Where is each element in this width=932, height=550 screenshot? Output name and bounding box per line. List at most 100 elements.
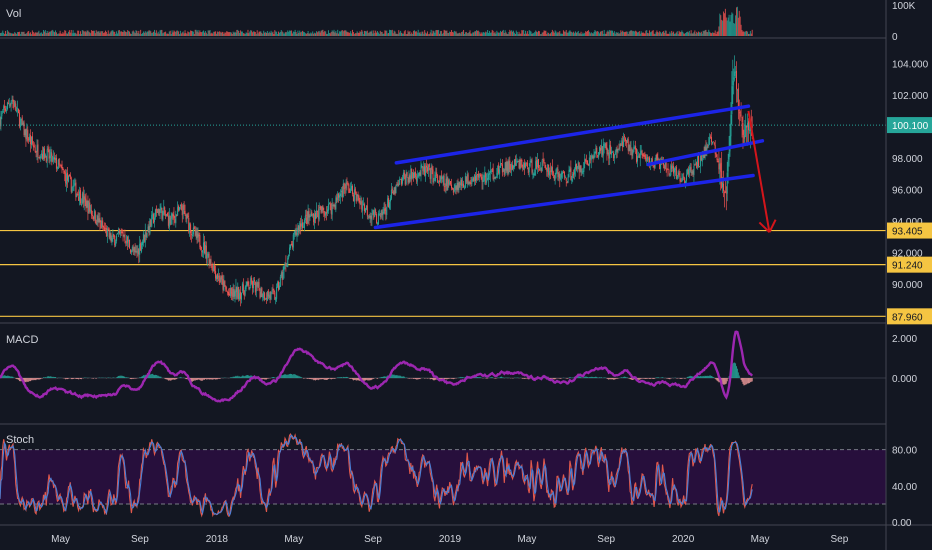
macd-panel[interactable] xyxy=(0,330,886,403)
macd-histogram-bar xyxy=(243,376,245,378)
volume-bar xyxy=(446,30,448,36)
macd-histogram-bar xyxy=(203,378,205,380)
last-price-tag[interactable]: 100.100 xyxy=(887,117,932,134)
volume-bar xyxy=(337,29,339,36)
volume-bar xyxy=(403,31,405,36)
price-candle xyxy=(143,234,145,243)
volume-bar xyxy=(307,31,309,36)
macd-histogram-bar xyxy=(667,378,669,379)
macd-histogram-bar xyxy=(391,374,393,378)
volume-bar xyxy=(128,30,130,36)
volume-bar xyxy=(155,30,157,36)
stoch-panel[interactable] xyxy=(0,433,886,518)
price-candle xyxy=(304,209,306,224)
price-candle xyxy=(553,174,555,182)
volume-bar xyxy=(689,33,691,36)
macd-histogram-bar xyxy=(615,378,617,379)
price-candle xyxy=(484,166,486,185)
price-candle xyxy=(574,160,576,177)
price-candle xyxy=(141,241,143,254)
price-candle xyxy=(580,165,582,177)
volume-bar xyxy=(245,32,247,36)
macd-histogram-bar xyxy=(699,376,701,378)
volume-bar xyxy=(62,32,64,36)
volume-bar xyxy=(569,30,571,36)
price-candle xyxy=(340,187,342,198)
level-price-tag[interactable]: 87.960 xyxy=(887,308,932,325)
volume-bar xyxy=(748,33,750,36)
price-candle xyxy=(297,223,299,237)
volume-bar xyxy=(418,33,420,36)
macd-histogram-bar xyxy=(241,375,243,378)
trend-channel-line[interactable] xyxy=(373,173,755,230)
price-candle xyxy=(99,212,101,231)
macd-histogram-bar xyxy=(236,376,238,378)
macd-histogram-bar xyxy=(200,378,202,381)
macd-histogram-bar xyxy=(117,376,119,378)
price-candle xyxy=(205,241,207,264)
macd-histogram-bar xyxy=(442,378,444,379)
volume-bar xyxy=(407,30,409,36)
forecast-arrow[interactable] xyxy=(747,110,777,233)
volume-bar xyxy=(426,31,428,36)
macd-histogram-bar xyxy=(394,375,396,378)
volume-bar xyxy=(461,31,463,36)
volume-panel[interactable] xyxy=(0,6,753,37)
macd-histogram-bar xyxy=(191,378,193,382)
volume-bar xyxy=(122,32,124,36)
volume-bar xyxy=(650,31,652,36)
price-candle xyxy=(471,176,473,187)
volume-bar xyxy=(525,30,527,36)
macd-histogram-bar xyxy=(583,377,585,378)
volume-bar xyxy=(562,33,564,36)
macd-histogram-bar xyxy=(298,376,300,378)
price-candle xyxy=(290,244,292,250)
volume-bar xyxy=(380,31,382,36)
volume-bar xyxy=(619,33,621,36)
price-candle xyxy=(514,155,516,167)
volume-bar xyxy=(302,31,304,36)
level-price-tag[interactable]: 93.405 xyxy=(887,222,932,239)
volume-bar xyxy=(104,30,106,36)
volume-bar xyxy=(556,33,558,36)
price-candle xyxy=(444,183,446,193)
price-candle xyxy=(667,163,669,170)
price-panel[interactable] xyxy=(0,55,886,317)
volume-bar xyxy=(288,31,290,36)
macd-histogram-bar xyxy=(40,378,42,380)
volume-bar xyxy=(666,33,668,36)
trend-channel-line[interactable] xyxy=(394,104,751,165)
trend-channel-line[interactable] xyxy=(646,139,765,167)
macd-histogram-bar xyxy=(691,376,693,378)
time-axis[interactable]: May Sep 2018 May Sep 2019 May Sep 2020 May Sep xyxy=(51,534,849,545)
price-candle xyxy=(341,186,343,202)
price-candle xyxy=(36,139,38,161)
volume-bar xyxy=(255,33,257,36)
volume-bar xyxy=(46,30,48,36)
level-price-tag[interactable]: 91.240 xyxy=(887,256,932,273)
macd-histogram-bar xyxy=(676,378,678,379)
price-candle xyxy=(416,170,418,186)
price-candle xyxy=(6,101,8,111)
price-candle xyxy=(466,170,468,188)
volume-bar xyxy=(202,31,204,36)
price-candle xyxy=(389,199,391,210)
price-axis[interactable]: 104.000102.000100.00098.00096.00094.0009… xyxy=(887,1,932,529)
price-candle xyxy=(673,161,675,177)
macd-histogram-bar xyxy=(447,378,449,379)
volume-bar xyxy=(201,32,203,36)
macd-histogram-bar xyxy=(19,378,21,382)
price-candle xyxy=(581,168,583,176)
macd-histogram-bar xyxy=(690,376,692,378)
macd-histogram-bar xyxy=(346,376,348,378)
volume-bar xyxy=(516,31,518,36)
macd-histogram-bar xyxy=(310,378,312,380)
price-candle xyxy=(55,154,57,164)
price-candle xyxy=(65,169,67,187)
volume-bar xyxy=(534,31,536,36)
volume-bar xyxy=(52,29,54,36)
price-candle xyxy=(176,214,178,217)
volume-bar xyxy=(239,32,241,36)
volume-bar xyxy=(200,32,202,36)
